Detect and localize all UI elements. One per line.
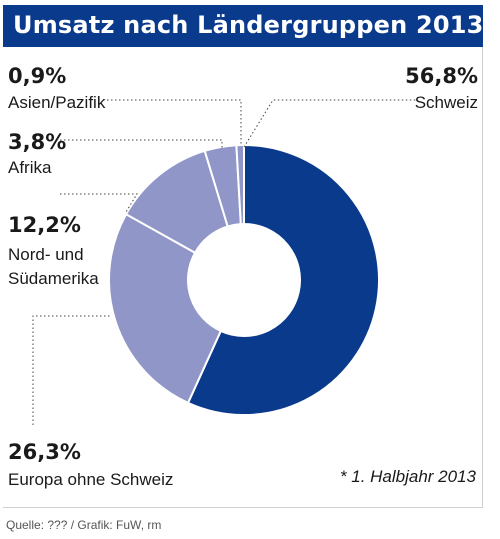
value-label-amerika: 12,2%	[8, 213, 81, 237]
slice-asien	[235, 143, 245, 226]
legend-label-europa: Europa ohne Schweiz	[8, 470, 174, 489]
leader-schweiz	[243, 99, 418, 148]
value-label-asien: 0,9%	[8, 64, 67, 88]
slice-schweiz	[186, 143, 380, 416]
footnote: * 1. Halbjahr 2013	[339, 467, 476, 486]
legend-label-schweiz: Schweiz	[414, 93, 478, 112]
chart-frame	[3, 47, 483, 508]
legend-label-afrika: Afrika	[8, 158, 52, 177]
leader-afrika	[60, 139, 223, 150]
legend-label-asien: Asien/Pazifik	[8, 93, 106, 112]
value-label-afrika: 3,8%	[8, 130, 67, 154]
legend-label-amerika-line1: Nord- und	[8, 245, 84, 264]
slice-europa	[108, 212, 223, 405]
legend-label-amerika-line2: Südamerika	[8, 269, 99, 288]
title-bar: Umsatz nach Ländergruppen 2013*	[3, 5, 496, 47]
source-line: Quelle: ??? / Grafik: FuW, rm	[6, 518, 162, 532]
leader-amerika	[60, 193, 138, 213]
value-label-schweiz: 56,8%	[405, 64, 478, 88]
leader-europa	[32, 315, 112, 425]
chart-title: Umsatz nach Ländergruppen 2013*	[13, 11, 497, 39]
value-label-europa: 26,3%	[8, 440, 81, 464]
leader-asien	[103, 99, 242, 146]
